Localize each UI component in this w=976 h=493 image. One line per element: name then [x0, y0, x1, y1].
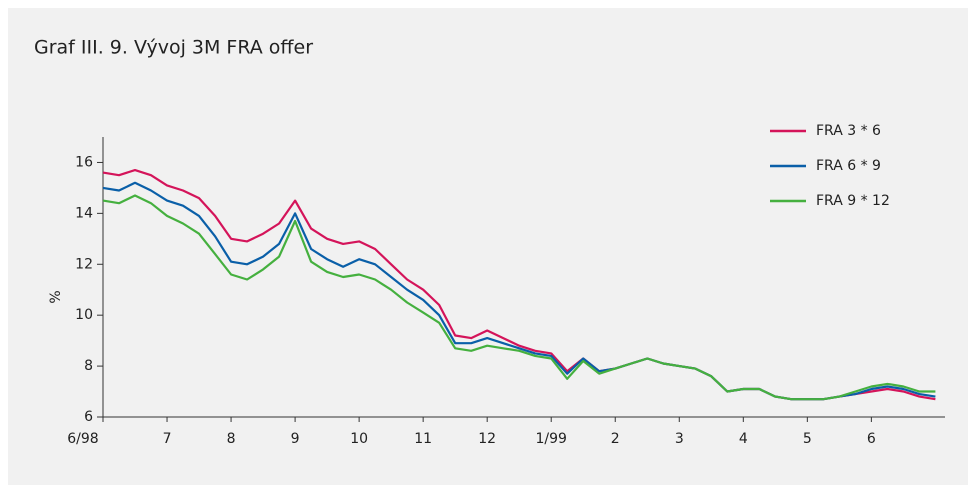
x-tick-label: 7: [163, 431, 172, 447]
y-tick-label: 12: [75, 256, 93, 272]
x-tick-label: 8: [227, 431, 236, 447]
panel: [8, 8, 968, 485]
y-tick-label: 8: [84, 358, 93, 374]
y-tick-label: 10: [75, 307, 93, 323]
x-tick-label: 1/99: [535, 431, 566, 447]
legend-label: FRA 6 * 9: [816, 158, 881, 174]
x-tick-label: 4: [739, 431, 748, 447]
x-tick-label: 6: [867, 431, 876, 447]
x-tick-label: 11: [414, 431, 432, 447]
legend-label: FRA 3 * 6: [816, 123, 881, 139]
y-tick-label: 16: [75, 154, 93, 170]
x-tick-label: 9: [291, 431, 300, 447]
y-tick-label: 14: [75, 205, 93, 221]
x-tick-label: 12: [478, 431, 496, 447]
series-line: [102, 194, 936, 401]
x-tick-label: 5: [803, 431, 812, 447]
x-tick-label: 6/98: [67, 431, 98, 447]
chart-title: Graf III. 9. Vývoj 3M FRA offer: [34, 37, 313, 59]
x-tick-label: 2: [611, 431, 620, 447]
legend-label: FRA 9 * 12: [816, 193, 890, 209]
x-tick-label: 10: [350, 431, 368, 447]
y-tick-label: 6: [84, 409, 93, 425]
y-axis-label: %: [48, 290, 64, 303]
x-tick-label: 3: [675, 431, 684, 447]
